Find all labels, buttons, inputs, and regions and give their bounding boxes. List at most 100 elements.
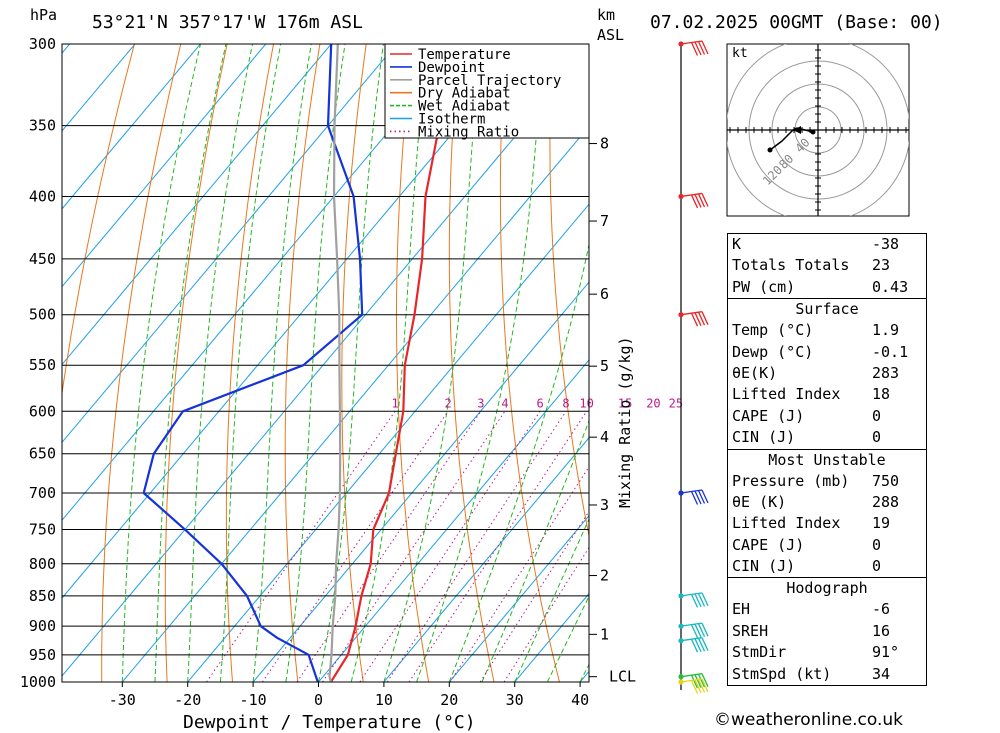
- surface-temp-label: Temp (°C): [732, 321, 814, 340]
- wind-barb-feather: [694, 679, 702, 694]
- most-unstable-section: Most Unstable Pressure (mb) 750 θE (K) 288…: [728, 448, 926, 578]
- surface-li-row: Lifted Index 18: [728, 384, 926, 405]
- surface-cape-label: CAPE (J): [732, 406, 805, 425]
- mu-pressure-label: Pressure (mb): [732, 471, 850, 490]
- surface-cape-row: CAPE (J) 0: [728, 406, 926, 427]
- x-tick-label: 30: [506, 691, 524, 709]
- wind-barb-feather: [697, 637, 706, 652]
- dry-adiabat-line: [549, 44, 589, 539]
- isotherm-line: [187, 203, 589, 682]
- pressure-tick-label: 750: [29, 521, 56, 539]
- wind-barb-dot: [678, 623, 684, 629]
- mu-theta-row: θE (K) 288: [728, 492, 926, 513]
- chart-title: 53°21'N 357°17'W 176m ASL: [92, 12, 363, 33]
- mixing-ratio-axis-label: Mixing Ratio (g/kg): [616, 336, 634, 508]
- dry-adiabat-line: [225, 44, 275, 682]
- wind-barb-feather: [690, 194, 699, 209]
- x-tick-label: 40: [571, 691, 589, 709]
- legend-entry: Mixing Ratio: [418, 124, 519, 140]
- mu-theta-value: 288: [872, 492, 900, 511]
- copyright-notice: ©weatheronline.co.uk: [714, 710, 904, 730]
- height-tick-label: 3: [600, 496, 609, 514]
- wind-barb-dot: [678, 638, 684, 644]
- mixing-ratio-value: 6: [537, 396, 544, 410]
- pressure-tick-label: 300: [29, 35, 56, 53]
- wet-adiabat-line: [187, 44, 254, 682]
- mixing-ratio-value: 4: [501, 396, 508, 410]
- surface-dewp-value: -0.1: [872, 342, 909, 361]
- wind-barb-feather: [694, 674, 702, 688]
- wet-adiabat-line: [416, 44, 545, 682]
- mu-cape-label: CAPE (J): [732, 535, 805, 554]
- stability-indices: K -38 Totals Totals 23 PW (cm) 0.43: [728, 234, 926, 298]
- sreh-row: SREH 16: [728, 621, 926, 642]
- wind-barb-feather: [701, 40, 709, 55]
- isotherm-line: [252, 281, 589, 682]
- mu-li-label: Lifted Index: [732, 514, 841, 533]
- isotherm-line: [317, 359, 589, 682]
- most-unstable-title: Most Unstable: [768, 450, 886, 469]
- surface-theta-value: 283: [872, 363, 900, 382]
- mixing-ratio-line: [408, 411, 588, 682]
- dry-adiabat-line: [499, 44, 561, 682]
- x-tick-label: -20: [174, 691, 201, 709]
- x-tick-label: 10: [375, 691, 393, 709]
- mixing-ratio-line: [296, 411, 482, 682]
- wind-barb-feather: [697, 193, 706, 208]
- parcel-trajectory-line: [328, 44, 342, 682]
- wind-barb-feather: [690, 674, 699, 689]
- wind-barb-feather: [690, 312, 699, 327]
- wet-adiabat-line: [285, 44, 346, 682]
- stmdir-row: StmDir 91°: [728, 642, 926, 663]
- wind-barb-feather: [690, 491, 699, 505]
- stmdir-value: 91°: [872, 643, 900, 662]
- pressure-tick-label: 950: [29, 646, 56, 664]
- dry-adiabat-line: [164, 44, 228, 682]
- stmspd-value: 34: [872, 664, 891, 683]
- legend-entry: Parcel Trajectory: [418, 73, 561, 89]
- mixing-ratio-value: 15: [618, 396, 632, 410]
- lcl-label: LCL: [609, 668, 636, 686]
- mixing-ratio-value: 25: [669, 396, 683, 410]
- wind-barb-feather: [694, 312, 702, 326]
- height-tick-label: 7: [600, 212, 609, 230]
- k-index-label: K: [732, 235, 742, 253]
- wind-barb-feather: [701, 622, 709, 637]
- surface-li-label: Lifted Index: [732, 385, 841, 404]
- pressure-tick-label: 550: [29, 356, 56, 374]
- height-tick-label: 4: [600, 428, 609, 446]
- eh-row: EH -6: [728, 599, 926, 620]
- legend-entry: Isotherm: [418, 112, 485, 128]
- legend-entry: Dewpoint: [418, 60, 485, 76]
- dry-adiabat-line: [448, 44, 495, 682]
- isotherm-line: [62, 44, 136, 132]
- pressure-tick-label: 700: [29, 484, 56, 502]
- hodograph-point: [767, 147, 773, 153]
- wet-adiabat-line: [514, 517, 589, 682]
- pressure-tick-label: 650: [29, 445, 56, 463]
- axes: -30 -20 -10 0 10 20 30 40: [109, 682, 589, 709]
- pressure-tick-label: 500: [29, 306, 56, 324]
- dry-adiabat-line: [341, 44, 367, 682]
- wind-barb-feather: [697, 593, 706, 607]
- wind-barb-feather: [701, 592, 709, 607]
- wind-barb-feather: [694, 638, 702, 652]
- stmspd-row: StmSpd (kt) 34: [728, 664, 926, 685]
- wind-barb-feather: [701, 673, 709, 687]
- isotherm-line: [121, 125, 589, 682]
- mixing-ratio-line: [503, 546, 589, 682]
- surface-theta-row: θE(K) 283: [728, 363, 926, 384]
- height-tick-label: 6: [600, 285, 609, 303]
- wet-adiabat-line: [383, 44, 481, 682]
- pressure-unit-label: hPa: [30, 6, 57, 24]
- wet-adiabat-line: [318, 44, 384, 682]
- pressure-tick-label: 600: [29, 402, 56, 420]
- wind-barb-feather: [701, 637, 709, 651]
- wind-barb-feather: [690, 638, 699, 653]
- pressure-tick-label: 450: [29, 250, 56, 268]
- wind-barb-feather: [690, 42, 699, 56]
- mu-cape-value: 0: [872, 535, 882, 554]
- hodograph-point: [810, 129, 816, 135]
- wind-barb-feather: [694, 623, 702, 638]
